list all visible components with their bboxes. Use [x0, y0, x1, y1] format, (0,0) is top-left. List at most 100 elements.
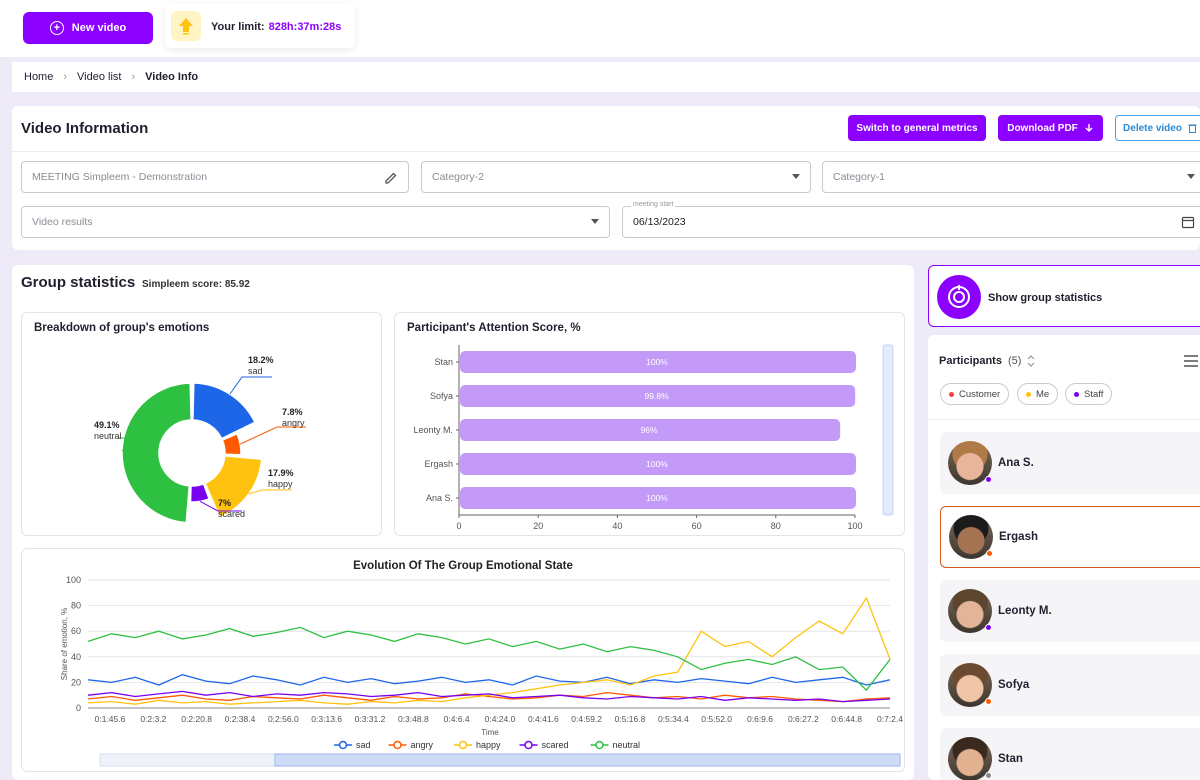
x-tick-label: 0:3:13.6	[311, 714, 342, 724]
bar-value-label: 100%	[646, 493, 668, 503]
bar-value-label: 96%	[641, 425, 658, 435]
limit-value: 828h:37m:28s	[268, 21, 342, 33]
top-bar: + New video Your limit: 828h:37m:28s	[0, 0, 1200, 57]
x-tick-label: 0:4:24.0	[485, 714, 516, 724]
x-tick-label: 0:7:2.4	[877, 714, 903, 724]
slice-name-label: neutral	[94, 431, 122, 441]
legend-marker-happy	[458, 740, 468, 750]
x-tick-label: 0:4:6.4	[444, 714, 470, 724]
download-pdf-button[interactable]: Download PDF	[998, 115, 1103, 141]
show-group-statistics-button[interactable]: Show group statistics	[928, 265, 1200, 327]
attention-bar	[460, 385, 856, 407]
attention-bar	[460, 487, 856, 509]
x-tick-label: 0:2:3.2	[140, 714, 166, 724]
status-dot	[985, 624, 992, 631]
category-label: Stan	[434, 357, 453, 367]
label-leader-scared	[199, 500, 242, 512]
category-label: Ergash	[424, 459, 453, 469]
slice-name-label: angry	[282, 418, 305, 428]
avatar-photo	[948, 441, 992, 485]
participant-row[interactable]: Leonty M.	[940, 580, 1200, 642]
filter-chip-customer[interactable]: Customer	[940, 383, 1010, 405]
emotion-breakdown-title: Breakdown of group's emotions	[34, 322, 210, 334]
emotion-line-chart: Evolution Of The Group Emotional State 0 2…	[60, 560, 903, 767]
y-tick-label: 40	[71, 652, 81, 662]
avatar	[948, 441, 992, 485]
status-dot	[1074, 391, 1079, 397]
filter-chip-label: Staff	[1084, 388, 1104, 400]
menu-icon[interactable]	[1184, 355, 1198, 367]
video-name-field[interactable]: MEETING Simpleem - Demonstration	[21, 161, 409, 193]
attention-score-title: Participant's Attention Score, %	[407, 322, 581, 334]
y-tick-label: 80	[71, 601, 81, 611]
donut-slice-angry	[221, 432, 242, 456]
slice-name-label: sad	[248, 366, 263, 376]
participant-name: Stan	[998, 753, 1023, 765]
sort-icon[interactable]	[1027, 354, 1035, 368]
filter-chip-me[interactable]: Me	[1017, 383, 1059, 405]
delete-video-button[interactable]: Delete video	[1115, 115, 1200, 141]
slice-name-label: scared	[218, 509, 245, 519]
category-label: Sofya	[430, 391, 453, 401]
x-tick-label: 100	[847, 521, 862, 531]
x-tick-label: 0:1:45.6	[95, 714, 126, 724]
slice-percent-label: 7%	[218, 498, 231, 508]
donut-slice-scared	[189, 482, 211, 503]
meeting-start-field[interactable]: meeting start 06/13/2023	[622, 201, 1200, 238]
bar-value-label: 100%	[646, 357, 668, 367]
slice-percent-label: 17.9%	[268, 468, 294, 478]
participants-panel: Participants (5) Customer Me Staff Ana S…	[928, 335, 1200, 780]
x-tick-label: 0:4:59.2	[571, 714, 602, 724]
video-results-placeholder: Video results	[32, 216, 93, 228]
delete-video-label: Delete video	[1123, 122, 1182, 134]
series-line-neutral	[87, 626, 891, 692]
label-leader-angry	[239, 426, 306, 445]
category-2-select[interactable]: Category-2	[421, 161, 811, 193]
x-tick-label: 20	[533, 521, 543, 531]
participant-row[interactable]: Sofya	[940, 654, 1200, 716]
meeting-start-value: 06/13/2023	[633, 216, 686, 228]
x-tick-label: 60	[692, 521, 702, 531]
y-tick-label: 60	[71, 626, 81, 636]
avatar-photo	[948, 589, 992, 633]
participant-row[interactable]: Stan	[940, 728, 1200, 780]
dropdown-arrow-icon	[591, 219, 599, 224]
line-chart-title: Evolution Of The Group Emotional State	[353, 560, 573, 572]
category-1-select[interactable]: Category-1	[822, 161, 1200, 193]
status-dot	[949, 391, 954, 397]
x-tick-label: 0	[456, 521, 461, 531]
donut-slice-neutral	[121, 382, 192, 524]
pencil-icon[interactable]	[384, 171, 398, 185]
x-tick-label: 0:5:34.4	[658, 714, 689, 724]
breadcrumb-home[interactable]: Home	[24, 71, 54, 83]
y-axis-label: Share of emotion, %	[60, 608, 69, 680]
trash-icon	[1188, 124, 1197, 133]
series-line-happy	[87, 596, 891, 705]
video-info-card: Video Information Switch to general metr…	[12, 106, 1200, 250]
x-tick-label: 0:6:9.6	[747, 714, 773, 724]
filter-chip-staff[interactable]: Staff	[1065, 383, 1113, 405]
breadcrumb-video-list[interactable]: Video list	[77, 71, 122, 83]
slice-percent-label: 18.2%	[248, 355, 274, 365]
category-1-placeholder: Category-1	[833, 171, 885, 183]
avatar-photo	[948, 663, 992, 707]
participant-name: Leonty M.	[998, 605, 1052, 617]
new-video-button[interactable]: + New video	[23, 12, 153, 44]
time-zoom-window[interactable]	[274, 753, 901, 767]
calendar-icon[interactable]	[1181, 215, 1195, 229]
video-results-select[interactable]: Video results	[21, 206, 610, 238]
x-tick-label: 0:2:20.8	[181, 714, 212, 724]
switch-metrics-button[interactable]: Switch to general metrics	[848, 115, 986, 141]
status-dot	[985, 772, 992, 779]
x-tick-label: 0:5:16.8	[615, 714, 646, 724]
group-statistics-title: Group statistics	[21, 274, 136, 291]
participant-row[interactable]: Ana S.	[940, 432, 1200, 494]
filter-chip-label: Me	[1036, 388, 1050, 400]
participant-row[interactable]: Ergash	[940, 506, 1200, 568]
emotion-breakdown-panel: Breakdown of group's emotions 18.2% sad 7.…	[21, 312, 382, 536]
avatar-photo	[948, 737, 992, 780]
x-tick-label: 40	[612, 521, 622, 531]
vertical-zoom-slider[interactable]	[882, 344, 894, 516]
attention-bar	[460, 453, 856, 475]
legend-label-angry: angry	[411, 740, 434, 750]
